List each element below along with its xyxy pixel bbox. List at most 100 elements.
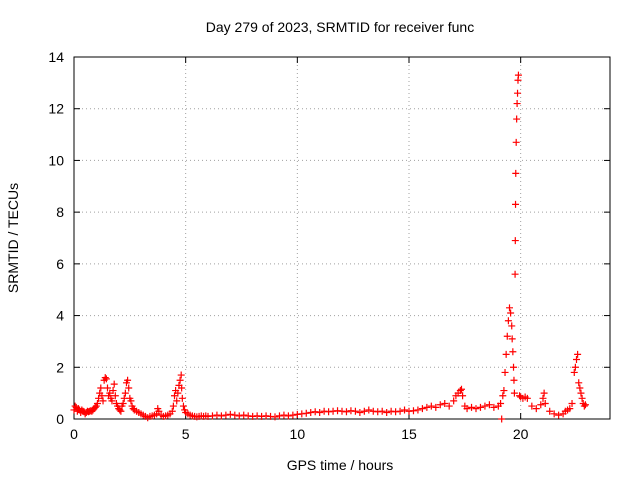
data-point bbox=[235, 412, 243, 420]
data-point bbox=[174, 389, 182, 397]
data-point bbox=[450, 397, 458, 405]
data-point bbox=[436, 401, 444, 409]
data-point bbox=[514, 89, 522, 97]
data-point bbox=[99, 397, 107, 405]
data-point bbox=[546, 407, 554, 415]
data-point bbox=[570, 368, 578, 376]
y-tick-label: 12 bbox=[48, 101, 64, 117]
data-point bbox=[271, 413, 279, 421]
data-point bbox=[513, 115, 521, 123]
data-point bbox=[456, 387, 464, 395]
data-point bbox=[574, 350, 582, 358]
data-point bbox=[510, 376, 518, 384]
data-point bbox=[342, 408, 350, 416]
x-tick-label: 20 bbox=[513, 426, 529, 442]
data-point bbox=[121, 389, 129, 397]
y-axis-label: SRMTID / TECUs bbox=[5, 183, 21, 293]
data-point bbox=[110, 380, 118, 388]
data-point bbox=[307, 409, 315, 417]
x-tick-label: 5 bbox=[182, 426, 190, 442]
data-point bbox=[302, 409, 310, 417]
data-point bbox=[208, 412, 216, 420]
data-point bbox=[498, 415, 506, 423]
data-point bbox=[510, 363, 518, 371]
data-point bbox=[280, 411, 288, 419]
data-point bbox=[481, 402, 489, 410]
data-points bbox=[70, 71, 589, 423]
data-point bbox=[506, 304, 513, 312]
y-tick-label: 2 bbox=[56, 359, 64, 375]
data-point bbox=[510, 389, 518, 397]
data-point bbox=[289, 411, 297, 419]
data-point bbox=[459, 392, 467, 400]
data-point bbox=[468, 403, 476, 411]
data-point bbox=[576, 384, 584, 392]
data-point bbox=[568, 399, 576, 407]
data-point bbox=[104, 384, 111, 392]
data-point bbox=[575, 379, 583, 387]
data-point bbox=[356, 409, 364, 417]
data-point bbox=[441, 399, 449, 407]
data-point bbox=[125, 384, 133, 392]
data-point bbox=[499, 392, 507, 400]
y-tick-label: 0 bbox=[56, 411, 64, 427]
data-point bbox=[566, 405, 574, 413]
data-point bbox=[512, 138, 520, 146]
y-tick-label: 10 bbox=[48, 152, 64, 168]
data-point bbox=[512, 200, 520, 208]
y-tick-labels: 0 2 4 6 8 10 12 14 bbox=[48, 49, 64, 427]
data-point bbox=[514, 71, 522, 79]
data-point bbox=[528, 402, 536, 410]
x-tick-label: 15 bbox=[401, 426, 417, 442]
data-point bbox=[476, 403, 484, 411]
data-point bbox=[365, 406, 373, 414]
data-point bbox=[117, 407, 125, 415]
data-point bbox=[581, 401, 589, 409]
data-point bbox=[127, 397, 135, 405]
data-point bbox=[93, 399, 101, 407]
data-point bbox=[445, 402, 453, 410]
data-point bbox=[507, 309, 515, 317]
data-point bbox=[169, 402, 177, 410]
data-point bbox=[555, 411, 563, 419]
data-point bbox=[513, 100, 521, 108]
data-point bbox=[155, 407, 163, 415]
data-point bbox=[226, 410, 234, 418]
x-tick-label: 10 bbox=[290, 426, 306, 442]
data-point bbox=[472, 405, 480, 413]
data-point bbox=[580, 402, 588, 410]
data-point bbox=[168, 407, 176, 415]
data-point bbox=[508, 322, 516, 330]
data-point bbox=[573, 356, 580, 364]
y-tick-label: 4 bbox=[56, 308, 64, 324]
data-point bbox=[217, 412, 225, 420]
grid-lines bbox=[74, 57, 610, 419]
data-point bbox=[509, 348, 517, 356]
data-point bbox=[409, 407, 417, 415]
data-point bbox=[173, 397, 181, 405]
data-point bbox=[497, 399, 505, 407]
data-point bbox=[401, 406, 409, 414]
data-point bbox=[523, 394, 531, 402]
data-point bbox=[119, 399, 127, 407]
data-point bbox=[176, 376, 184, 384]
data-point bbox=[116, 406, 124, 414]
data-point bbox=[490, 403, 498, 411]
data-point bbox=[504, 317, 512, 325]
data-point bbox=[418, 405, 426, 413]
x-tick-label: 0 bbox=[70, 426, 78, 442]
data-point bbox=[423, 403, 431, 411]
data-point bbox=[213, 411, 221, 419]
data-point bbox=[360, 407, 368, 415]
data-point bbox=[108, 397, 116, 405]
plot-frame bbox=[73, 56, 611, 420]
data-point bbox=[457, 385, 465, 393]
data-point bbox=[577, 389, 585, 397]
data-point bbox=[178, 394, 186, 402]
data-point bbox=[427, 402, 435, 410]
data-point bbox=[378, 407, 386, 415]
data-point bbox=[414, 406, 422, 414]
data-point bbox=[311, 408, 319, 416]
data-point bbox=[179, 402, 187, 410]
